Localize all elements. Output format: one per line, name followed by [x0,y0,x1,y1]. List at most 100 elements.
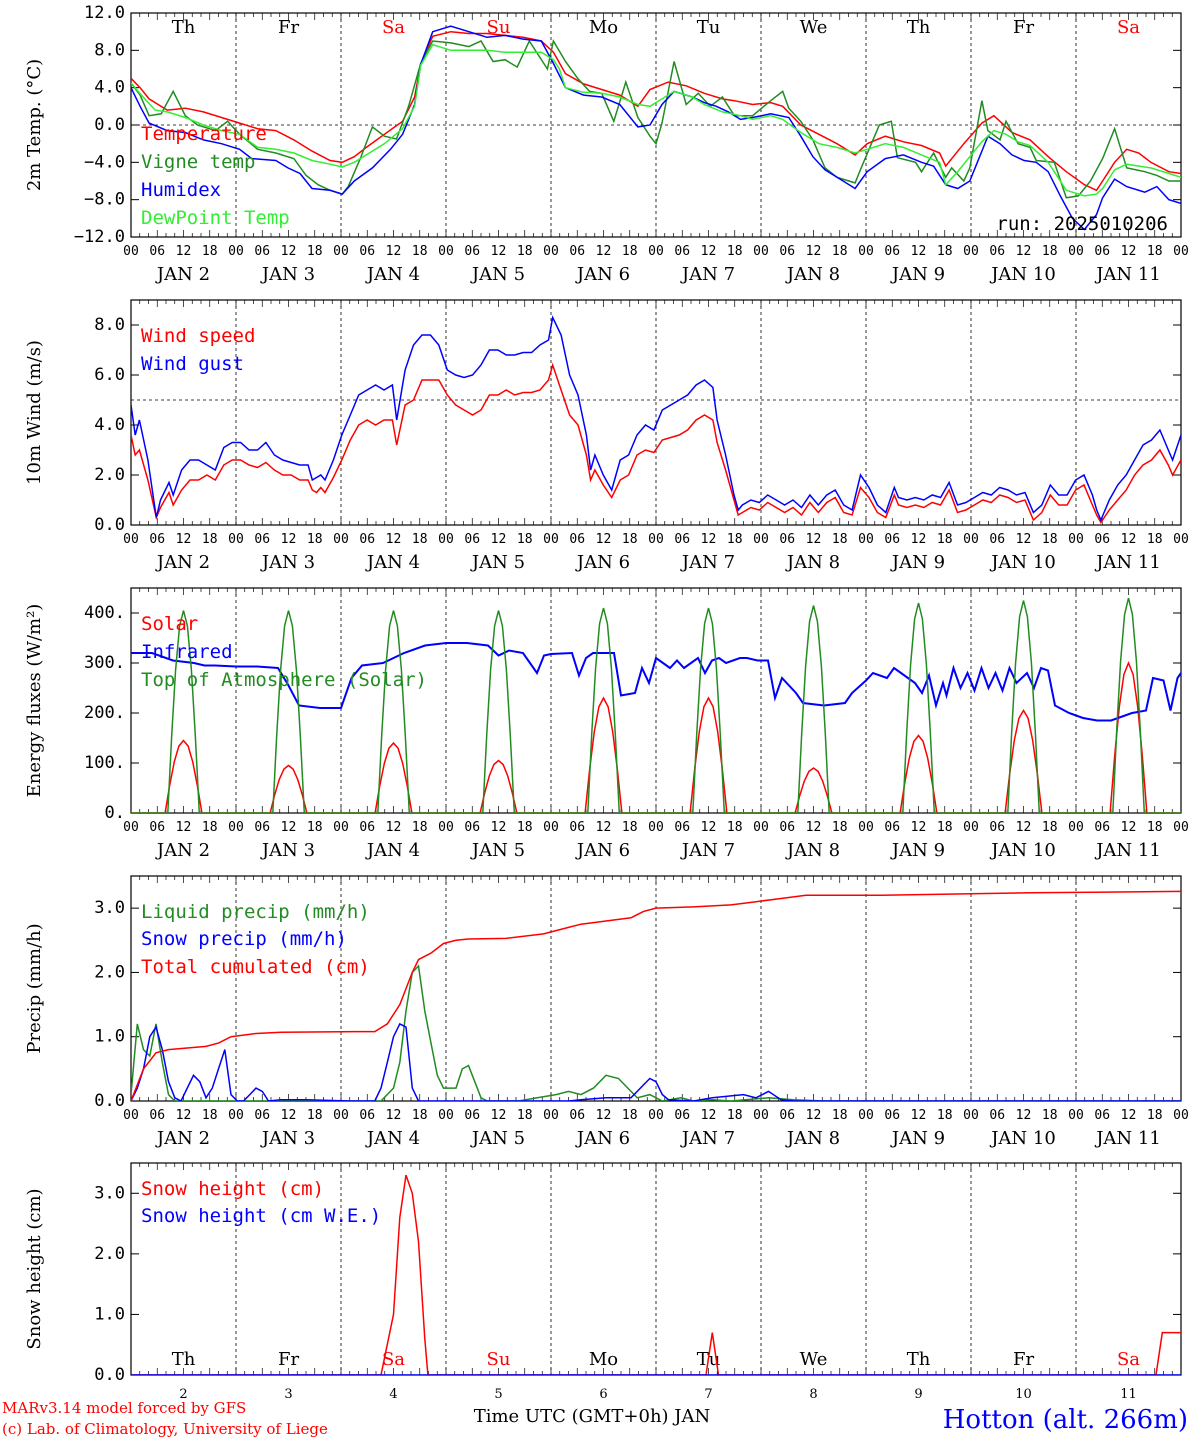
hour-tick-label: 00 [438,244,454,259]
hour-tick-label: 18 [937,1108,953,1123]
day-number-label: 10 [1015,1387,1032,1402]
hour-tick-label: 00 [753,1108,769,1123]
hour-tick-label: 00 [648,820,664,835]
series-line-top-of-atmosphere-solar- [131,597,1181,813]
hour-tick-label: 12 [701,820,717,835]
legend-entry: Wind speed [141,325,255,347]
hour-tick-label: 12 [386,532,402,547]
date-label: JAN 4 [365,264,420,285]
hour-tick-label: 00 [333,532,349,547]
hour-tick-label: 18 [1147,820,1163,835]
hour-tick-label: 00 [438,1108,454,1123]
hour-tick-label: 00 [753,532,769,547]
date-label: JAN 6 [575,1128,630,1149]
hour-tick-label: 06 [674,532,690,547]
hour-tick-label: 00 [648,244,664,259]
weekday-label: Th [907,1349,931,1370]
y-tick-label: 6.0 [94,365,125,385]
hour-tick-label: 06 [779,532,795,547]
hour-tick-label: 12 [176,1108,192,1123]
hour-tick-label: 18 [412,1108,428,1123]
date-label: JAN 6 [575,552,630,573]
y-tick-label: 3.0 [94,898,125,918]
footer-lab-credit: (c) Lab. of Climatology, University of L… [2,1420,328,1438]
hour-tick-label: 06 [464,244,480,259]
hour-tick-label: 06 [989,244,1005,259]
hour-tick-label: 18 [412,532,428,547]
panel-4: 0.0 1.0 2.0 3.0 Precip (mm/h) 00 06 12 18 JAN 2 00… [24,875,1189,1149]
hour-tick-label: 00 [543,1108,559,1123]
hour-tick-label: 18 [937,244,953,259]
y-tick-label: 3.0 [94,1183,125,1203]
hour-tick-label: 18 [1042,532,1058,547]
plot-frame [130,299,1182,526]
hour-tick-label: 12 [596,244,612,259]
date-label: JAN 2 [155,552,210,573]
date-label: JAN 3 [260,840,315,861]
hour-tick-label: 06 [884,1108,900,1123]
hour-tick-label: 18 [517,820,533,835]
hour-tick-label: 06 [569,244,585,259]
weekday-label: Sa [1117,1349,1140,1370]
weekday-label: Fr [278,17,299,38]
date-label: JAN 11 [1094,840,1161,861]
hour-tick-label: 06 [254,244,270,259]
hour-tick-label: 18 [832,1108,848,1123]
hour-tick-label: 12 [911,532,927,547]
date-label: JAN 10 [989,840,1056,861]
bottom-axis-label: Time UTC (GMT+0h) JAN [474,1406,711,1427]
y-tick-label: 1.0 [94,1304,125,1324]
hour-tick-label: 18 [1147,1108,1163,1123]
date-label: JAN 9 [890,1128,945,1149]
hour-tick-label: 06 [149,820,165,835]
hour-tick-label: 06 [989,1108,1005,1123]
hour-tick-label: 12 [281,1108,297,1123]
weekday-label: Tu [697,17,721,38]
date-label: JAN 3 [260,264,315,285]
hour-tick-label: 12 [1121,244,1137,259]
series-line-wind-gust [131,315,1181,522]
y-tick-label: 8.0 [94,315,125,335]
hour-tick-label: 18 [727,532,743,547]
hour-tick-label: 12 [491,820,507,835]
hour-tick-label: 18 [1042,244,1058,259]
y-tick-label: 4.0 [94,78,125,98]
series-line-vigne-temp [131,38,1181,199]
hour-tick-label: 12 [806,1108,822,1123]
hour-tick-label: 12 [701,244,717,259]
hour-tick-label: 00 [1173,1108,1189,1123]
hour-tick-label: 18 [937,532,953,547]
hour-tick-label: 06 [569,820,585,835]
hour-tick-label: 18 [307,1108,323,1123]
hour-tick-label: 00 [753,820,769,835]
hour-tick-label: 12 [596,532,612,547]
legend-entry: Infrared [141,641,233,663]
hour-tick-label: 06 [989,532,1005,547]
hour-tick-label: 12 [701,1108,717,1123]
hour-tick-label: 00 [1173,820,1189,835]
date-label: JAN 2 [155,264,210,285]
hour-tick-label: 12 [1016,1108,1032,1123]
hour-tick-label: 12 [596,820,612,835]
date-label: JAN 5 [470,264,525,285]
legend-entry: DewPoint Temp [141,207,290,229]
hour-tick-label: 18 [307,244,323,259]
weekday-label: Th [172,1349,196,1370]
hour-tick-label: 00 [1068,1108,1084,1123]
weekday-label: Mo [589,1349,618,1370]
y-tick-label: 2.0 [94,962,125,982]
legend-entry: Liquid precip (mm/h) [141,901,370,923]
hour-tick-label: 06 [1094,532,1110,547]
date-label: JAN 9 [890,840,945,861]
hour-tick-label: 00 [648,532,664,547]
hour-tick-label: 12 [1016,532,1032,547]
legend-entry: Temperature [141,123,267,145]
hour-tick-label: 06 [674,244,690,259]
station-title: Hotton (alt. 266m) [943,1405,1188,1435]
hour-tick-label: 00 [858,244,874,259]
series-line-wind-speed [131,362,1181,524]
hour-tick-label: 06 [359,532,375,547]
hour-tick-label: 18 [622,244,638,259]
hour-tick-label: 00 [543,820,559,835]
hour-tick-label: 18 [412,820,428,835]
